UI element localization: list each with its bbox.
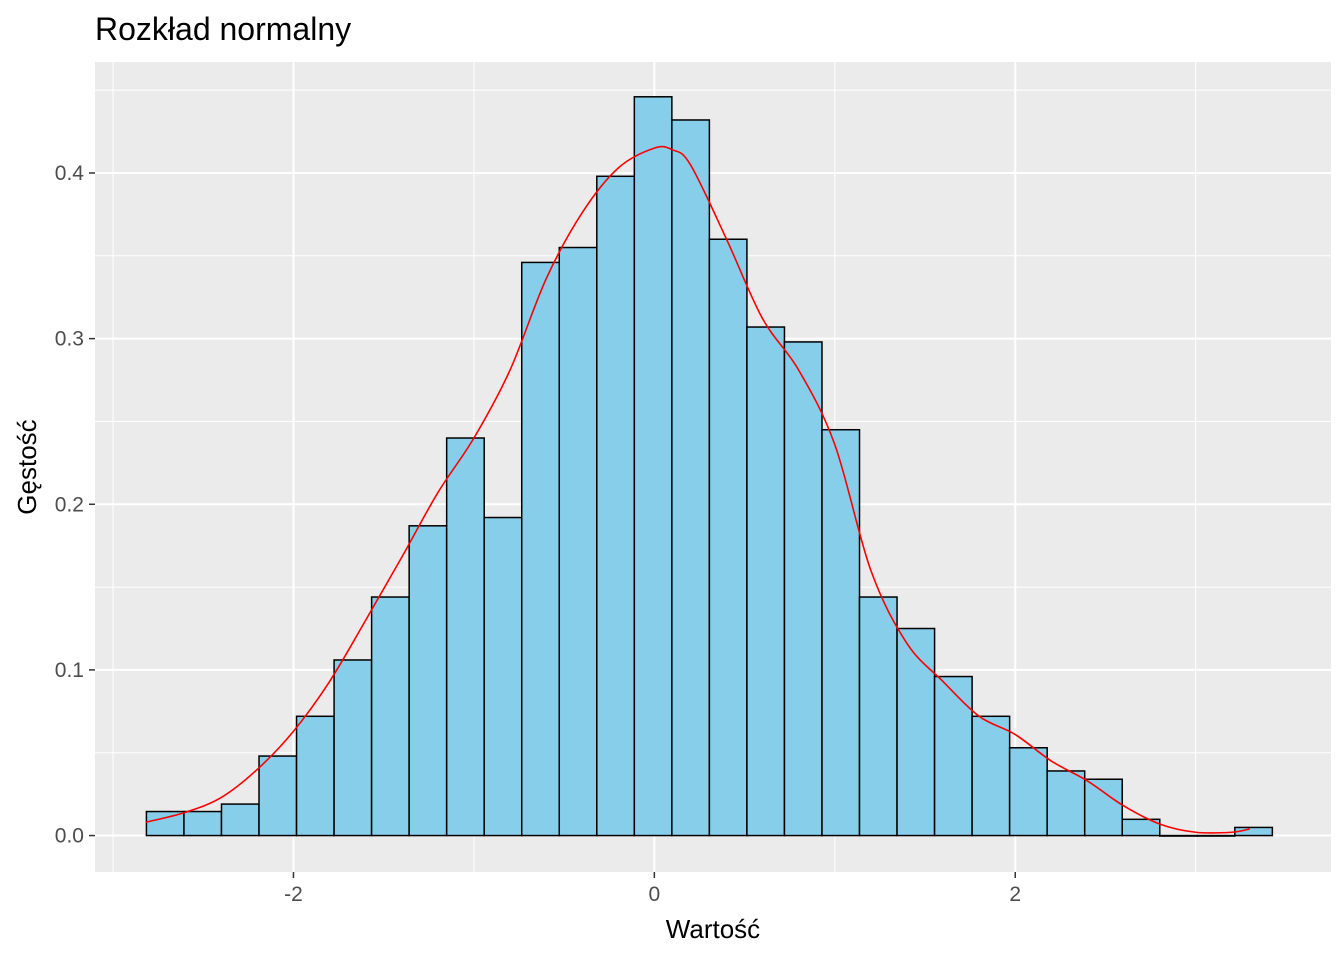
histogram-bar (483, 516, 523, 837)
y-tick-label: 0.0 (55, 825, 84, 848)
x-axis-title: Wartość (666, 914, 760, 944)
histogram-bar (783, 341, 823, 837)
histogram-bar (746, 326, 786, 837)
histogram-bar (633, 96, 673, 837)
x-tick-label: 2 (1009, 883, 1021, 906)
y-tick-label: 0.4 (55, 162, 85, 185)
histogram-bar (933, 675, 973, 837)
histogram-bar (671, 119, 711, 837)
density-curve (145, 145, 1250, 834)
y-tick-label: 0.1 (55, 659, 84, 682)
histogram-bar (896, 627, 936, 837)
y-axis-title: Gęstość (12, 419, 42, 514)
histogram-bar (1046, 770, 1086, 837)
histogram-bar (520, 261, 561, 837)
y-tick-label: 0.3 (55, 328, 84, 351)
histogram-bar (258, 755, 298, 837)
histogram-bar (370, 596, 410, 837)
histogram-bars (145, 96, 1274, 837)
x-tick-label: 0 (649, 883, 661, 906)
histogram-bar (1083, 778, 1123, 837)
histogram-bar (971, 715, 1011, 837)
histogram-bar (1008, 747, 1048, 837)
chart-title: Rozkład normalny (95, 11, 351, 47)
histogram-bar (558, 246, 598, 837)
histogram-bar (708, 238, 748, 837)
histogram-bar (408, 525, 448, 837)
histogram-bar (1196, 834, 1236, 837)
y-tick-label: 0.2 (55, 493, 84, 516)
histogram-bar (596, 175, 636, 837)
y-axis-ticks: 0.0 0.1 0.2 0.3 0.4 (55, 162, 95, 848)
histogram-bar (821, 428, 861, 837)
histogram-bar (858, 596, 898, 837)
x-tick-label: -2 (284, 883, 303, 906)
x-axis-ticks: -2 0 2 (284, 872, 1021, 906)
histogram-bar (333, 659, 373, 837)
histogram-bar (183, 810, 223, 837)
histogram-bar (295, 715, 335, 837)
histogram-bar (220, 803, 260, 837)
histogram-bar (1121, 818, 1161, 837)
histogram-bar (145, 810, 185, 837)
histogram-bar (1159, 834, 1199, 837)
histogram-bar (445, 437, 485, 837)
